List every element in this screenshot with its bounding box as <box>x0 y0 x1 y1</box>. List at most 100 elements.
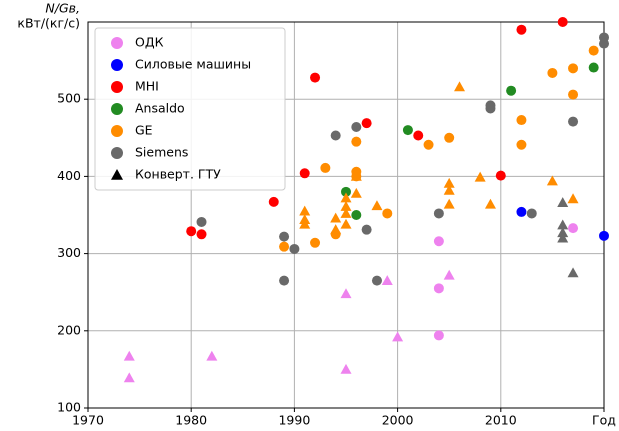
data-point <box>330 212 342 223</box>
data-point <box>186 226 197 237</box>
data-point <box>320 162 331 173</box>
legend-marker <box>111 103 123 115</box>
legend-marker <box>111 59 123 71</box>
data-point <box>340 192 352 203</box>
data-point <box>279 275 290 286</box>
data-point <box>444 132 455 143</box>
data-point <box>557 227 569 238</box>
data-point <box>443 269 455 280</box>
data-point <box>433 208 444 219</box>
y-tick-label: 500 <box>57 91 81 106</box>
y-tick-label: 200 <box>57 322 81 337</box>
data-point <box>474 171 486 182</box>
data-point <box>516 115 527 126</box>
legend-label: GE <box>135 123 153 138</box>
data-point <box>599 38 609 49</box>
x-tick-label: 2000 <box>382 413 414 428</box>
data-point <box>310 72 321 83</box>
data-point <box>341 186 351 197</box>
data-point <box>279 241 290 252</box>
data-point <box>371 275 382 286</box>
data-point <box>443 198 455 209</box>
data-point <box>413 130 424 141</box>
data-point <box>351 210 362 220</box>
x-tick-label: 1970 <box>72 413 104 428</box>
data-point <box>268 196 279 207</box>
data-point <box>546 175 558 186</box>
legend-label: Ansaldo <box>135 101 185 116</box>
data-point <box>588 45 599 56</box>
data-point <box>371 200 383 211</box>
y-tick-label: 100 <box>57 400 81 415</box>
data-point <box>279 231 290 242</box>
data-point <box>351 136 362 147</box>
legend-marker <box>111 125 123 137</box>
data-point <box>340 201 352 211</box>
x-tick-label: Год <box>592 413 616 428</box>
data-point <box>350 170 362 181</box>
data-point <box>350 187 362 198</box>
data-point <box>299 205 311 216</box>
data-point <box>495 170 506 181</box>
legend-marker <box>111 147 123 159</box>
y-tick-label: 400 <box>57 168 81 183</box>
data-point <box>423 139 434 150</box>
data-point <box>557 197 569 208</box>
data-point <box>567 267 579 278</box>
data-point <box>330 224 342 235</box>
data-point <box>568 223 579 234</box>
data-point <box>599 230 609 241</box>
data-point <box>299 168 310 179</box>
data-point <box>443 184 455 195</box>
data-point <box>433 330 444 341</box>
data-point <box>433 236 444 247</box>
data-point <box>557 17 568 27</box>
data-point <box>361 224 372 235</box>
y-tick-label: 300 <box>57 245 81 260</box>
data-point <box>330 130 341 141</box>
data-point <box>289 243 300 254</box>
data-point <box>557 232 569 243</box>
x-tick-label: 2010 <box>485 413 517 428</box>
data-point <box>196 229 207 240</box>
data-point <box>402 125 413 136</box>
data-point <box>123 372 135 383</box>
data-point <box>123 350 135 361</box>
data-point <box>340 288 352 299</box>
data-point <box>196 216 207 227</box>
legend-label: Силовые машины <box>135 57 251 72</box>
data-point <box>299 218 311 229</box>
data-point <box>310 237 321 248</box>
data-point <box>340 363 352 374</box>
data-point <box>567 193 579 204</box>
legend-marker <box>111 81 123 93</box>
data-point <box>454 81 466 92</box>
data-point <box>381 275 393 286</box>
data-point <box>547 67 558 78</box>
data-point <box>382 208 393 219</box>
legend-label: ОДК <box>135 35 164 50</box>
legend-label: Siemens <box>135 145 188 160</box>
data-point <box>443 177 455 188</box>
data-point <box>516 206 527 217</box>
data-point <box>340 218 352 229</box>
legend-box <box>94 27 286 191</box>
data-point <box>568 63 579 74</box>
data-point <box>433 283 444 294</box>
data-point <box>516 24 527 35</box>
x-tick-label: 1990 <box>278 413 310 428</box>
data-point <box>351 121 362 132</box>
data-point <box>568 116 579 127</box>
data-point <box>206 350 218 361</box>
data-point <box>484 198 496 209</box>
data-point <box>361 118 372 129</box>
legend-marker <box>111 169 123 180</box>
data-point <box>588 62 599 73</box>
plot-frame <box>87 21 605 409</box>
y-axis-label: N/Gв, <box>45 1 80 16</box>
data-point <box>485 103 496 114</box>
data-point <box>392 331 404 342</box>
data-point <box>526 208 537 219</box>
y-axis-label: кВт/(кг/с) <box>17 16 80 31</box>
legend-label: Конверт. ГТУ <box>135 167 221 182</box>
